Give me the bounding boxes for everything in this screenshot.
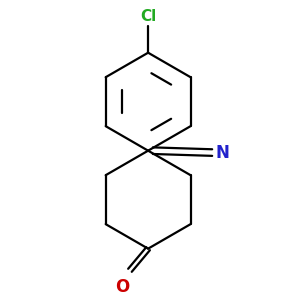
Text: O: O bbox=[115, 278, 130, 296]
Text: Cl: Cl bbox=[140, 8, 156, 23]
Text: N: N bbox=[216, 144, 230, 162]
